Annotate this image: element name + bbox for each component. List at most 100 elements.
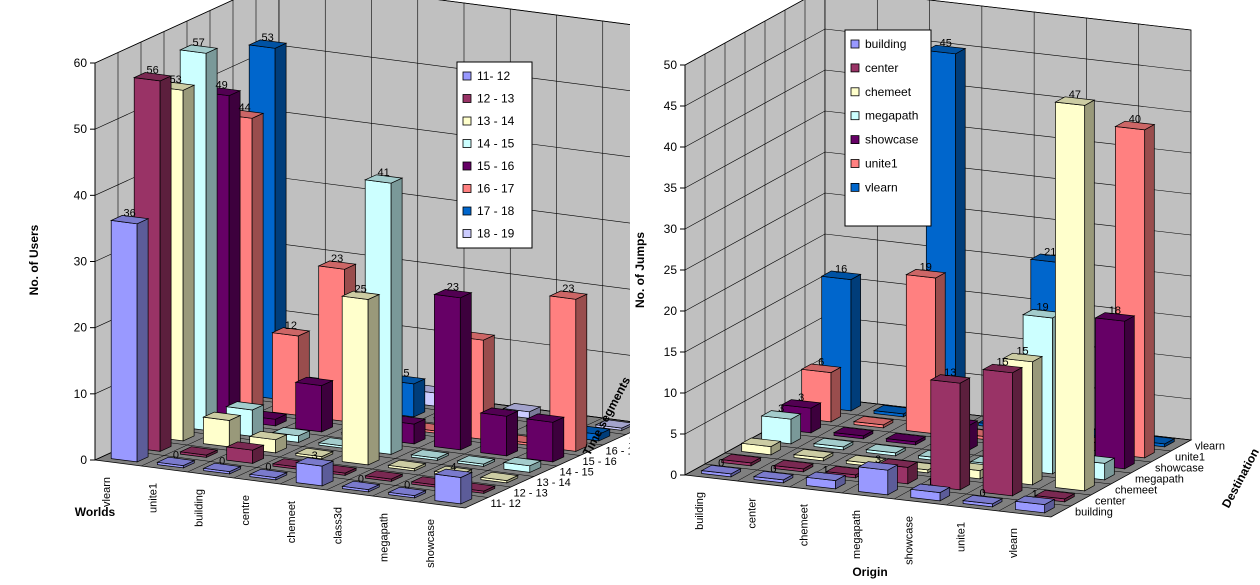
z-depth-label: 15 - 16 bbox=[583, 456, 617, 468]
bar-top bbox=[1114, 120, 1156, 131]
data-label: 0 bbox=[265, 461, 271, 473]
bar-top bbox=[363, 174, 404, 184]
bar-top bbox=[479, 471, 520, 481]
bar-showcase-vlearn bbox=[1094, 312, 1136, 470]
bar-11-12-unite1 bbox=[156, 456, 196, 469]
z-depth-label: 17 - 18 bbox=[629, 435, 631, 447]
legend-label: 14 - 15 bbox=[477, 137, 515, 151]
bar-top bbox=[387, 486, 427, 496]
bar-side bbox=[159, 75, 172, 452]
legend-label: showcase bbox=[865, 133, 919, 147]
z-depth-label: megapath bbox=[1135, 474, 1184, 486]
legend-label: vlearn bbox=[865, 180, 898, 194]
data-label: 13 bbox=[944, 367, 956, 379]
data-label: 0 bbox=[718, 458, 724, 470]
bar-top bbox=[961, 494, 1004, 505]
bar-top bbox=[156, 456, 196, 466]
bar-side bbox=[1012, 366, 1023, 497]
bar-front bbox=[480, 412, 507, 457]
bar-top bbox=[772, 459, 815, 470]
z-axis-title: Destination bbox=[1219, 446, 1260, 510]
bar-top bbox=[294, 376, 334, 386]
bar-top bbox=[202, 462, 242, 472]
y-tick-label: 30 bbox=[664, 222, 678, 236]
bar-top bbox=[132, 72, 173, 82]
legend-label: center bbox=[865, 61, 898, 75]
bar-top bbox=[178, 44, 219, 54]
z-depth-label: center bbox=[1095, 496, 1126, 508]
bar-top bbox=[341, 480, 381, 490]
bar-front bbox=[930, 379, 961, 491]
bar-top bbox=[1094, 312, 1136, 322]
bar-14-15-class3d bbox=[410, 449, 450, 461]
bar-top bbox=[832, 426, 875, 437]
legend-swatch bbox=[850, 159, 860, 168]
bar-front bbox=[203, 416, 230, 448]
y-tick-label: 35 bbox=[664, 181, 678, 195]
bar-top bbox=[720, 453, 762, 464]
data-label: 57 bbox=[193, 37, 205, 49]
data-label: 44 bbox=[239, 102, 251, 114]
bar-building-unite1 bbox=[961, 494, 1004, 508]
legend-label: unite1 bbox=[865, 157, 898, 171]
bar-side bbox=[621, 423, 630, 431]
bar-top bbox=[1001, 352, 1044, 363]
legend-label: 18 - 19 bbox=[477, 227, 515, 241]
bar-side bbox=[959, 377, 971, 491]
bar-top bbox=[1034, 489, 1076, 500]
bar-11-12-showcase bbox=[433, 468, 474, 505]
bar-side bbox=[955, 47, 966, 424]
bar-front bbox=[1055, 101, 1086, 492]
bar-chemeet-center bbox=[792, 448, 835, 462]
bar-top bbox=[109, 215, 150, 225]
x-category-label: vlearn bbox=[1008, 528, 1020, 558]
y-tick-label: 0 bbox=[80, 453, 87, 467]
legend-label: 17 - 18 bbox=[477, 204, 515, 218]
data-label: 25 bbox=[355, 283, 367, 295]
bar-top bbox=[225, 441, 265, 451]
data-label: 0 bbox=[173, 449, 179, 461]
bar-13-14-unite1 bbox=[202, 411, 242, 448]
x-category-label: unite1 bbox=[956, 522, 968, 552]
y-tick-label: 60 bbox=[74, 56, 88, 70]
data-label: 4 bbox=[450, 461, 456, 473]
data-label: 1 bbox=[823, 464, 829, 476]
bar-top bbox=[479, 407, 519, 417]
bar-18-19-showcase bbox=[594, 419, 630, 431]
bar-16-17-showcase bbox=[548, 290, 589, 452]
bar-top bbox=[800, 363, 842, 373]
bar-top bbox=[247, 39, 288, 49]
z-depth-label: 12 - 13 bbox=[514, 487, 548, 499]
data-label: 40 bbox=[1129, 114, 1141, 126]
bar-side bbox=[321, 380, 333, 433]
bar-top bbox=[909, 483, 951, 493]
bar-top bbox=[202, 411, 242, 421]
z-depth-label: showcase bbox=[1155, 463, 1204, 475]
y-tick-label: 25 bbox=[664, 263, 678, 277]
legend-swatch bbox=[462, 184, 472, 193]
bar-front bbox=[1095, 317, 1126, 470]
bar-front bbox=[341, 295, 369, 466]
data-label: 23 bbox=[447, 282, 459, 294]
bar-13-14-showcase bbox=[479, 471, 520, 484]
bar-side bbox=[830, 366, 841, 423]
bar-top bbox=[317, 260, 357, 270]
bar-top bbox=[294, 447, 335, 457]
y-tick-label: 30 bbox=[74, 255, 88, 269]
y-tick-label: 40 bbox=[74, 188, 88, 202]
bar-front bbox=[272, 332, 299, 416]
z-depth-label: vlearn bbox=[1195, 441, 1225, 453]
bar-12-13-unite1 bbox=[179, 446, 219, 458]
bar-top bbox=[885, 432, 927, 443]
bar-top bbox=[225, 401, 265, 411]
legend-box bbox=[844, 29, 932, 227]
bar-front bbox=[434, 294, 461, 451]
data-label: 21 bbox=[1044, 246, 1056, 258]
data-label: 41 bbox=[378, 167, 390, 179]
y-tick-label: 15 bbox=[664, 345, 678, 359]
bar-side bbox=[205, 47, 218, 431]
data-label: 3 bbox=[312, 450, 318, 462]
z-depth-label: 16 - 17 bbox=[606, 445, 631, 457]
legend-swatch bbox=[462, 161, 472, 171]
bar-11-12-building bbox=[202, 462, 242, 475]
